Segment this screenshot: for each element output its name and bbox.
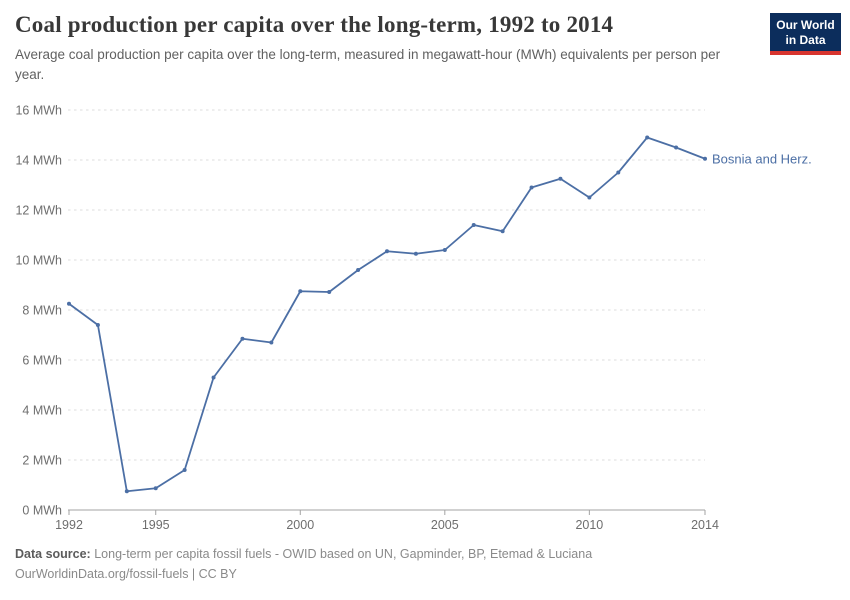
x-axis-label: 1992	[55, 518, 83, 532]
y-axis-label: 10 MWh	[15, 254, 62, 268]
x-axis-label: 2014	[691, 518, 719, 532]
data-point	[500, 229, 505, 234]
data-point	[67, 301, 71, 306]
y-axis-label: 14 MWh	[15, 154, 62, 168]
data-point	[269, 340, 274, 345]
data-point	[298, 289, 303, 294]
chart-area: 0 MWh 2 MWh 4 MWh 6 MWh 8 MWh 10 MWh 12 MWh 14 …	[0, 95, 850, 550]
x-axis-label: 2005	[431, 518, 459, 532]
owid-logo: Our World in Data	[770, 13, 841, 55]
y-axis-label: 12 MWh	[15, 204, 62, 218]
data-point	[95, 323, 100, 327]
data-point	[182, 468, 187, 472]
data-point	[153, 486, 158, 491]
y-axis-label: 16 MWh	[15, 104, 62, 118]
chart-svg: 0 MWh 2 MWh 4 MWh 6 MWh 8 MWh 10 MWh 12 MWh 14 …	[15, 104, 812, 533]
y-axis-label: 4 MWh	[22, 404, 62, 418]
data-point	[471, 223, 476, 227]
owid-logo-line2: in Data	[785, 33, 826, 47]
x-axis-label: 2000	[286, 518, 314, 532]
data-point	[645, 135, 650, 140]
data-point	[674, 145, 679, 150]
data-line	[68, 136, 706, 493]
data-point	[211, 375, 216, 380]
data-point	[327, 290, 332, 294]
data-point	[442, 248, 447, 252]
data-point	[703, 156, 707, 161]
owid-logo-line1: Our World	[776, 18, 835, 32]
chart-header: Coal production per capita over the long…	[15, 12, 755, 84]
chart-title: Coal production per capita over the long…	[15, 12, 614, 37]
series-end-label: Bosnia and Herz.	[712, 151, 812, 166]
data-point	[385, 249, 389, 254]
chart-footer: Data source: Long-term per capita fossil…	[15, 544, 592, 585]
y-axis-label: 0 MWh	[22, 504, 62, 518]
y-axis-label: 8 MWh	[22, 304, 62, 318]
data-point	[587, 195, 592, 200]
data-point	[616, 170, 621, 175]
data-point	[124, 489, 129, 494]
chart-subtitle: Average coal production per capita over …	[15, 47, 721, 82]
data-point	[356, 268, 361, 272]
y-axis-label: 6 MWh	[22, 354, 62, 368]
data-point	[240, 336, 245, 341]
y-axis-label: 2 MWh	[22, 454, 62, 468]
data-point	[413, 251, 418, 256]
data-point	[529, 185, 534, 190]
owid-logo-text: Our World in Data	[770, 13, 841, 51]
license-line: OurWorldinData.org/fossil-fuels | CC BY	[15, 567, 237, 582]
x-axis-label: 1995	[142, 518, 170, 532]
data-source-text: Long-term per capita fossil fuels - OWID…	[94, 547, 593, 561]
data-source-label: Data source:	[15, 547, 91, 561]
data-point	[558, 176, 563, 181]
owid-logo-stripe	[770, 51, 841, 55]
x-axis-label: 2010	[575, 518, 603, 532]
data-source-line: Data source: Long-term per capita fossil…	[15, 544, 592, 564]
